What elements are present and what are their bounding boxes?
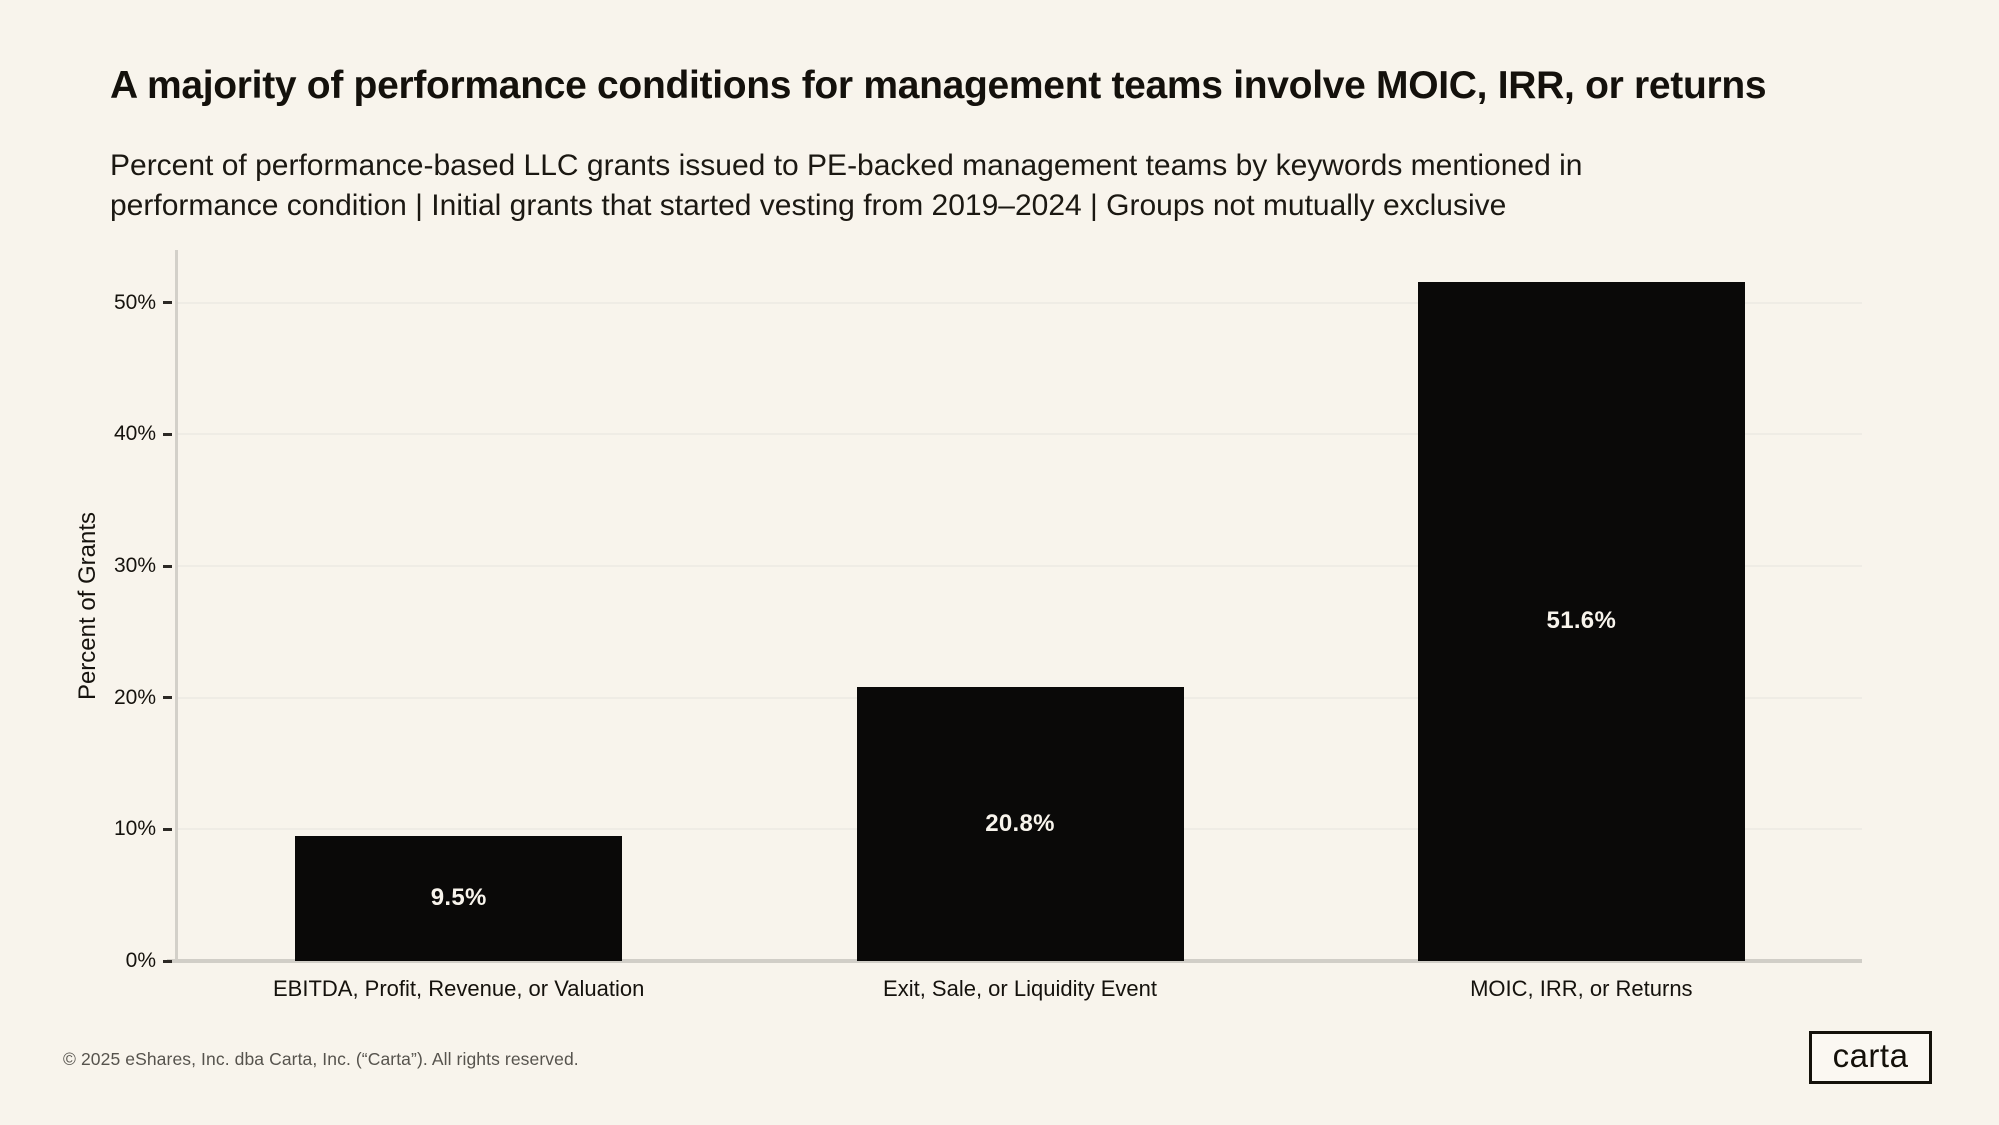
- category-label-1: EBITDA, Profit, Revenue, or Valuation: [273, 976, 645, 1001]
- plot-area: 0% 10% 20% 30% 40% 50% 9.5% EBITDA, Profit, Rev…: [114, 250, 1862, 1001]
- chart-subtitle-line2: performance condition | Initial grants t…: [110, 189, 1507, 222]
- chart-subtitle: Percent of performance-based LLC grants …: [110, 146, 1582, 226]
- bar-value-label: 9.5%: [430, 884, 487, 912]
- copyright-text: © 2025 eShares, Inc. dba Carta, Inc. (“C…: [63, 1049, 579, 1069]
- y-axis-line: [175, 250, 178, 961]
- bar-3: 51.6%: [1417, 281, 1745, 961]
- y-tick-label-0: 0%: [125, 949, 156, 972]
- y-tick-50: [163, 301, 172, 305]
- y-tick-label-20: 20%: [113, 685, 156, 709]
- category-label-3: MOIC, IRR, or Returns: [1470, 976, 1693, 1001]
- bar-value-label: 51.6%: [1546, 607, 1617, 635]
- y-tick-10: [163, 827, 172, 831]
- gridline-50: [178, 301, 1862, 304]
- y-tick-label-40: 40%: [113, 422, 156, 446]
- bar-value-label: 20.8%: [985, 810, 1055, 838]
- y-tick-label-10: 10%: [113, 817, 156, 841]
- y-tick-label-50: 50%: [113, 290, 156, 314]
- y-tick-label-30: 30%: [113, 554, 156, 577]
- bar-1: 9.5%: [295, 835, 623, 961]
- y-tick-20: [163, 696, 172, 700]
- gridline-30: [178, 565, 1862, 567]
- gridline-40: [178, 433, 1862, 436]
- bar-2: 20.8%: [856, 687, 1184, 961]
- carta-logo: carta: [1809, 1031, 1932, 1084]
- y-axis-title: Percent of Grants: [74, 511, 101, 701]
- y-tick-30: [163, 564, 172, 568]
- x-axis-line: [167, 959, 1862, 963]
- y-tick-40: [163, 432, 172, 436]
- category-label-2: Exit, Sale, or Liquidity Event: [883, 976, 1157, 1001]
- chart-title: A majority of performance conditions for…: [110, 64, 1767, 107]
- chart-subtitle-line1: Percent of performance-based LLC grants …: [110, 149, 1583, 182]
- y-tick-0: [163, 959, 172, 963]
- carta-logo-text: carta: [1832, 1037, 1909, 1074]
